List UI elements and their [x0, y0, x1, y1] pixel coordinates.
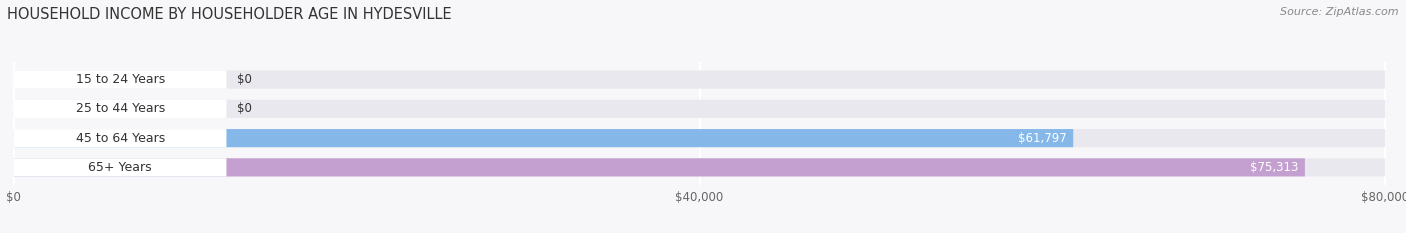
- FancyBboxPatch shape: [14, 129, 226, 147]
- FancyBboxPatch shape: [14, 158, 1305, 176]
- Text: HOUSEHOLD INCOME BY HOUSEHOLDER AGE IN HYDESVILLE: HOUSEHOLD INCOME BY HOUSEHOLDER AGE IN H…: [7, 7, 451, 22]
- Text: $61,797: $61,797: [1018, 132, 1066, 145]
- FancyBboxPatch shape: [14, 71, 1385, 89]
- Text: 15 to 24 Years: 15 to 24 Years: [76, 73, 165, 86]
- Text: 65+ Years: 65+ Years: [89, 161, 152, 174]
- FancyBboxPatch shape: [14, 129, 1385, 147]
- FancyBboxPatch shape: [14, 129, 1073, 147]
- FancyBboxPatch shape: [14, 158, 226, 176]
- Text: $0: $0: [238, 73, 252, 86]
- FancyBboxPatch shape: [14, 158, 1385, 176]
- FancyBboxPatch shape: [14, 71, 226, 89]
- Text: $0: $0: [238, 102, 252, 115]
- FancyBboxPatch shape: [14, 100, 1385, 118]
- Text: 25 to 44 Years: 25 to 44 Years: [76, 102, 165, 115]
- Text: Source: ZipAtlas.com: Source: ZipAtlas.com: [1281, 7, 1399, 17]
- Text: $75,313: $75,313: [1250, 161, 1298, 174]
- FancyBboxPatch shape: [14, 100, 226, 118]
- Text: 45 to 64 Years: 45 to 64 Years: [76, 132, 165, 145]
